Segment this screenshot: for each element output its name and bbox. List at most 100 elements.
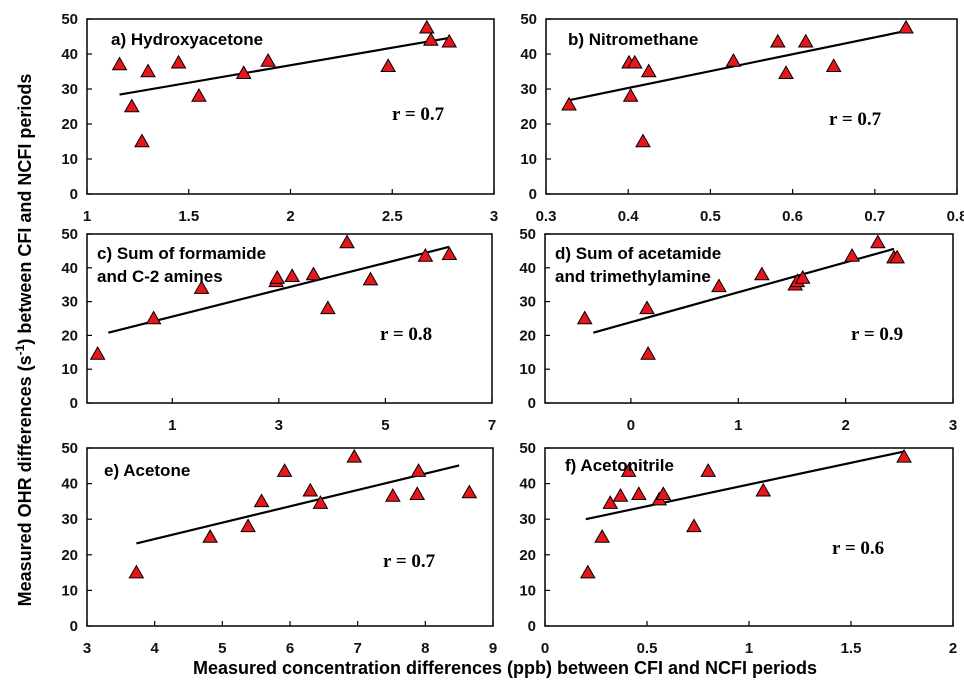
y-tick-label: 50 [61,440,78,457]
data-point [346,448,363,463]
y-tick-label: 10 [519,582,536,599]
data-point [626,54,643,69]
x-tick-label: 1 [745,640,753,657]
x-tick-label: 1.5 [841,640,862,657]
regression-line [136,464,460,545]
data-point [441,33,458,48]
x-tick-label: 0.5 [700,208,721,225]
panel-label: and trimethylamine [555,267,711,286]
data-point [635,133,651,148]
y-tick-label: 20 [61,547,78,564]
data-point [655,486,672,501]
x-tick-label: 2 [841,417,849,434]
data-point [253,493,270,508]
x-tick-label: 0.4 [618,208,640,225]
y-tick-label: 10 [61,151,78,168]
x-tick-label: 4 [150,640,159,657]
y-tick-label: 50 [61,11,78,28]
y-tick-label: 40 [519,260,536,277]
panel-label: e) Acetone [104,461,190,480]
data-point [276,463,293,477]
y-tick-label: 20 [61,116,78,133]
data-point [576,310,593,325]
data-point [896,448,912,463]
y-tick-label: 10 [61,361,78,378]
y-tick-label: 30 [61,511,78,528]
y-tick-label: 20 [61,327,78,344]
x-tick-label: 2.5 [382,208,403,225]
data-point [409,486,426,501]
data-point [193,280,210,294]
panel-label: f) Acetonitrile [565,456,674,475]
plot-frame [86,233,493,404]
data-point [140,63,156,78]
data-point [423,31,439,46]
y-tick-label: 0 [528,395,536,412]
regression-line [593,247,895,334]
correlation-label: r = 0.8 [380,324,432,345]
data-point [260,52,276,67]
scatter-panel-5: 0 10 20 30 40 50 3 4 5 6 7 8 9 e) Acetone r = 0.7 [61,440,497,657]
data-point [410,463,427,477]
x-tick-label: 6 [286,640,294,657]
y-axis-title: Measured OHR differences (s-1) between C… [13,74,35,607]
data-point [561,96,577,111]
data-point [134,133,150,148]
scatter-panel-4: 0 10 20 30 40 50 0 1 2 3 d) Sum of acetamide and tr… [519,226,957,434]
x-axis-title: Measured concentration differences (ppb)… [193,658,817,678]
regression-line [585,450,905,521]
scatter-panel-1: 0 10 20 30 40 50 1 1.5 2 2.5 3 a) Hydroxyacetone r =… [61,11,498,225]
data-point [269,269,286,284]
panel-label: c) Sum of formamide [97,244,266,263]
data-point [700,463,717,477]
data-point [240,518,256,533]
data-point [794,269,811,284]
scatter-panel-6: 0 10 20 30 40 50 0 0.5 1 1.5 2 f) Acetonitrile r = 0… [519,440,957,657]
plot-frame [545,18,958,195]
data-point [725,52,742,67]
y-tick-label: 0 [70,186,78,203]
y-tick-label: 20 [519,327,536,344]
y-tick-label: 30 [61,294,78,311]
y-tick-label: 0 [528,618,536,635]
y-tick-label: 50 [519,226,536,243]
y-tick-label: 30 [61,81,78,98]
data-point [418,19,435,34]
correlation-label: r = 0.9 [851,324,903,345]
data-point [128,564,145,579]
y-tick-label: 40 [61,476,78,493]
x-tick-label: 9 [489,640,497,657]
data-point [191,87,207,102]
data-point [235,65,252,79]
data-point [170,54,187,69]
x-tick-label: 1 [734,417,742,434]
data-point [362,271,379,286]
y-tick-label: 10 [519,361,536,378]
y-tick-label: 50 [520,11,537,28]
data-point [825,58,842,72]
data-point [640,63,657,78]
data-point [111,56,128,71]
data-point [640,345,656,360]
regression-line [108,245,450,334]
x-tick-label: 7 [353,640,361,657]
data-point [145,310,162,325]
plot-frame [544,233,954,404]
data-point [441,246,458,261]
data-point [320,300,336,315]
y-tick-label: 30 [520,81,537,98]
x-tick-label: 1 [168,417,176,434]
data-point [123,98,140,113]
correlation-label: r = 0.7 [392,104,445,125]
data-point [844,247,860,262]
data-point [284,268,301,282]
data-point [630,486,647,501]
y-tick-label: 0 [70,395,78,412]
y-tick-label: 30 [519,294,536,311]
data-point [202,528,219,543]
data-point [622,87,639,102]
x-tick-label: 0.5 [637,640,658,657]
scatter-panel-3: 0 10 20 30 40 50 1 3 5 7 c) Sum of formamide and C-… [61,226,496,434]
y-tick-label: 50 [519,440,536,457]
